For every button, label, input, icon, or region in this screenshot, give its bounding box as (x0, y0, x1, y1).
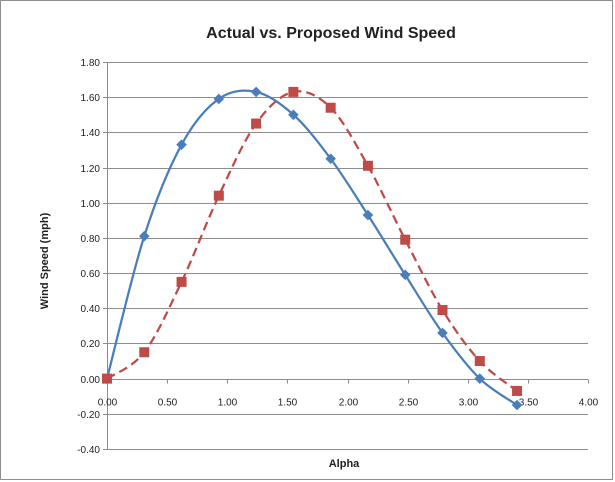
series-2-point (512, 385, 523, 396)
series-2-point (437, 305, 448, 316)
series-1-point (288, 109, 299, 121)
series-1-point (250, 86, 262, 98)
axes (103, 62, 589, 450)
y-axis-label: Wind Speed (mph) (39, 212, 51, 309)
series-2-point (474, 356, 485, 367)
x-tick-label: 1.50 (278, 398, 298, 409)
chart-title: Actual vs. Proposed Wind Speed (206, 25, 456, 42)
y-tick-label: 0.20 (81, 339, 101, 350)
y-tick-label: 1.20 (81, 164, 101, 175)
x-tick-label: 2.00 (339, 398, 359, 409)
series-1-point (176, 139, 187, 150)
series-1-point (474, 373, 486, 384)
series-lines (105, 89, 518, 406)
series-2-point (325, 102, 336, 113)
series-2-point (139, 347, 150, 358)
x-tick-label: 4.00 (579, 398, 599, 409)
series-markers (101, 86, 523, 411)
series-1-point (437, 327, 448, 339)
x-tick-label: 1.00 (218, 398, 238, 409)
x-axis-label: Alpha (329, 458, 360, 470)
series-2-point (400, 234, 411, 245)
series-2-point (362, 160, 373, 171)
series-1-point (138, 230, 150, 242)
series-1-point (325, 153, 336, 165)
series-2-point (102, 373, 112, 384)
y-tick-label: 0.40 (81, 304, 101, 315)
y-tick-label: 0.60 (81, 269, 101, 280)
y-tick-label: 1.40 (81, 128, 101, 139)
series-1-point (213, 93, 225, 105)
gridlines (107, 62, 588, 450)
y-tick-label: 0.00 (81, 375, 101, 386)
series-1-point (511, 399, 523, 411)
series-1-line (105, 89, 518, 406)
y-tick-label: 1.60 (81, 93, 101, 104)
x-tick-label: 3.50 (519, 398, 539, 409)
series-2-point (176, 276, 187, 287)
x-tick-label: 0.00 (98, 398, 118, 409)
series-2-point (251, 118, 262, 129)
series-2-point (288, 86, 299, 97)
y-tick-label: 1.00 (81, 199, 101, 210)
x-tick-label: 0.50 (158, 398, 178, 409)
y-tick-label: 1.80 (81, 58, 101, 69)
y-tick-label: -0.20 (77, 410, 100, 421)
y-tick-labels: 1.80 1.60 1.40 1.20 1.00 0.80 0.60 0.40 0.20 0.00… (77, 58, 100, 456)
y-tick-label: -0.40 (77, 445, 100, 456)
x-tick-labels: 0.00 0.50 1.00 1.50 2.00 2.50 3.00 3.50 4.00 (98, 398, 599, 409)
x-tick-label: 3.00 (459, 398, 479, 409)
series-1-point (362, 209, 374, 221)
x-tick-label: 2.50 (399, 398, 419, 409)
series-1-point (399, 269, 411, 281)
series-2-point (213, 190, 224, 201)
y-tick-label: 0.80 (81, 234, 101, 245)
